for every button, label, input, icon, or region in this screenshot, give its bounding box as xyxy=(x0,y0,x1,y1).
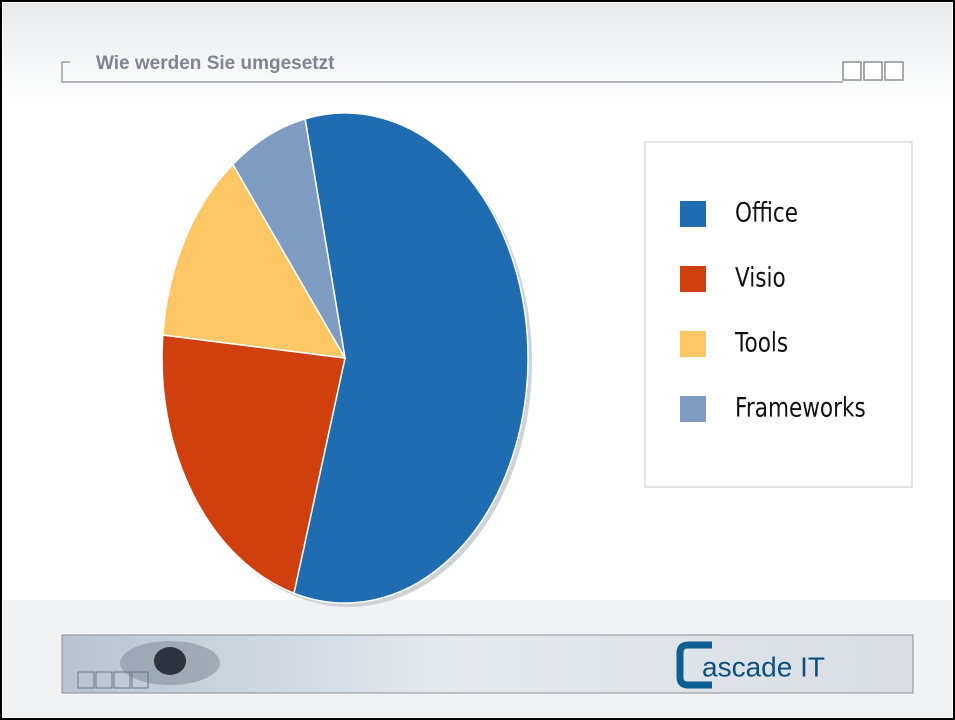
legend-label: Office xyxy=(735,196,798,228)
footer-boxes xyxy=(77,671,149,689)
pie-slice xyxy=(231,117,346,359)
logo-text: ascade IT xyxy=(702,651,825,682)
legend-swatch xyxy=(680,331,706,357)
legend-swatch xyxy=(680,201,706,227)
pie-slice xyxy=(293,112,529,604)
pie xyxy=(161,112,532,607)
header-bg xyxy=(3,3,952,103)
title-boxes xyxy=(842,61,904,81)
legend: Office Visio Tools Frameworks xyxy=(680,196,866,423)
legend-label: Visio xyxy=(735,261,786,293)
pie-slice xyxy=(162,163,347,359)
slide-title: Wie werden Sie umgesetzt xyxy=(96,53,335,74)
legend-swatch xyxy=(680,396,706,422)
pie-slice xyxy=(161,334,346,595)
legend-box xyxy=(644,141,913,488)
title-frame xyxy=(61,61,843,83)
legend-label: Frameworks xyxy=(735,391,866,423)
eye-iris xyxy=(154,647,186,675)
legend-label: Tools xyxy=(734,326,788,358)
logo-mark xyxy=(676,641,712,689)
legend-swatch xyxy=(680,266,706,292)
